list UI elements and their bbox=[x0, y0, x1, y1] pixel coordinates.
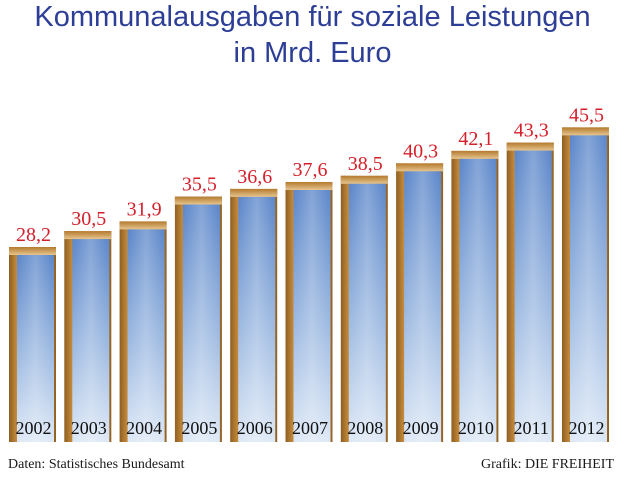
year-tick-label: 2010 bbox=[458, 418, 494, 438]
bar bbox=[506, 142, 554, 442]
bar-sheen bbox=[238, 196, 276, 442]
bar-sheen bbox=[348, 183, 386, 442]
bar bbox=[9, 247, 56, 442]
bar bbox=[451, 150, 499, 442]
bar-cap bbox=[285, 182, 333, 190]
bar bbox=[230, 188, 278, 442]
year-tick-label: 2003 bbox=[71, 418, 107, 438]
value-label: 45,5 bbox=[569, 104, 604, 126]
bar-cap bbox=[451, 150, 499, 159]
bar-sheen bbox=[293, 190, 331, 442]
bar bbox=[396, 163, 444, 443]
bar-sheen bbox=[182, 204, 220, 442]
bar-cap bbox=[396, 163, 444, 172]
bar-cap bbox=[9, 247, 56, 255]
value-label: 43,3 bbox=[514, 120, 549, 142]
bar-cap bbox=[64, 231, 112, 240]
bar-cap bbox=[119, 221, 167, 230]
year-tick-label: 2005 bbox=[181, 418, 217, 438]
year-tick-label: 2002 bbox=[16, 418, 52, 438]
year-tick-label: 2008 bbox=[347, 418, 383, 438]
value-label: 40,3 bbox=[403, 140, 438, 162]
value-label: 30,5 bbox=[71, 208, 106, 230]
year-tick-label: 2009 bbox=[403, 418, 439, 438]
year-tick-label: 2004 bbox=[126, 418, 162, 438]
value-label: 38,5 bbox=[348, 153, 383, 175]
year-tick-label: 2012 bbox=[569, 418, 605, 438]
chart-title-line-1: Kommunalausgaben für soziale Leistungen bbox=[34, 1, 591, 33]
bar bbox=[340, 175, 388, 442]
chart-title-line-2: in Mrd. Euro bbox=[233, 37, 392, 69]
value-label: 36,6 bbox=[237, 166, 272, 188]
bar-cap bbox=[562, 127, 609, 136]
value-label: 37,6 bbox=[293, 159, 328, 181]
value-label: 35,5 bbox=[182, 174, 217, 196]
credit-note: Grafik: DIE FREIHEIT bbox=[481, 457, 614, 472]
year-labels-group: 2002 2003 2004 2005 2006 2007 2008 2009 2010 2011… bbox=[16, 418, 605, 438]
bar bbox=[562, 127, 609, 442]
value-labels-group: 28,2 30,5 31,9 35,5 36,6 37,6 38,5 40,3 42,1 43,3… bbox=[16, 104, 604, 246]
bar-sheen bbox=[514, 150, 552, 442]
bar bbox=[285, 182, 333, 442]
bar-sheen bbox=[127, 229, 165, 442]
source-note: Daten: Statistisches Bundesamt bbox=[8, 457, 185, 472]
bar-sheen bbox=[459, 158, 497, 442]
year-tick-label: 2006 bbox=[237, 418, 273, 438]
bar-cap bbox=[340, 175, 388, 184]
bar bbox=[119, 221, 167, 442]
bar-cap bbox=[506, 142, 554, 151]
bar-cap bbox=[230, 188, 278, 197]
bar-sheen bbox=[404, 171, 442, 443]
bar bbox=[64, 231, 112, 442]
bar bbox=[174, 196, 222, 442]
value-label: 31,9 bbox=[127, 198, 162, 220]
bar-cap bbox=[174, 196, 222, 205]
year-tick-label: 2007 bbox=[292, 418, 328, 438]
bar-sheen bbox=[17, 255, 54, 442]
bar-sheen bbox=[72, 239, 110, 442]
bars-group bbox=[9, 127, 609, 443]
bar-sheen bbox=[570, 135, 607, 442]
year-tick-label: 2011 bbox=[514, 418, 549, 438]
value-label: 28,2 bbox=[16, 224, 51, 246]
value-label: 42,1 bbox=[458, 128, 493, 150]
